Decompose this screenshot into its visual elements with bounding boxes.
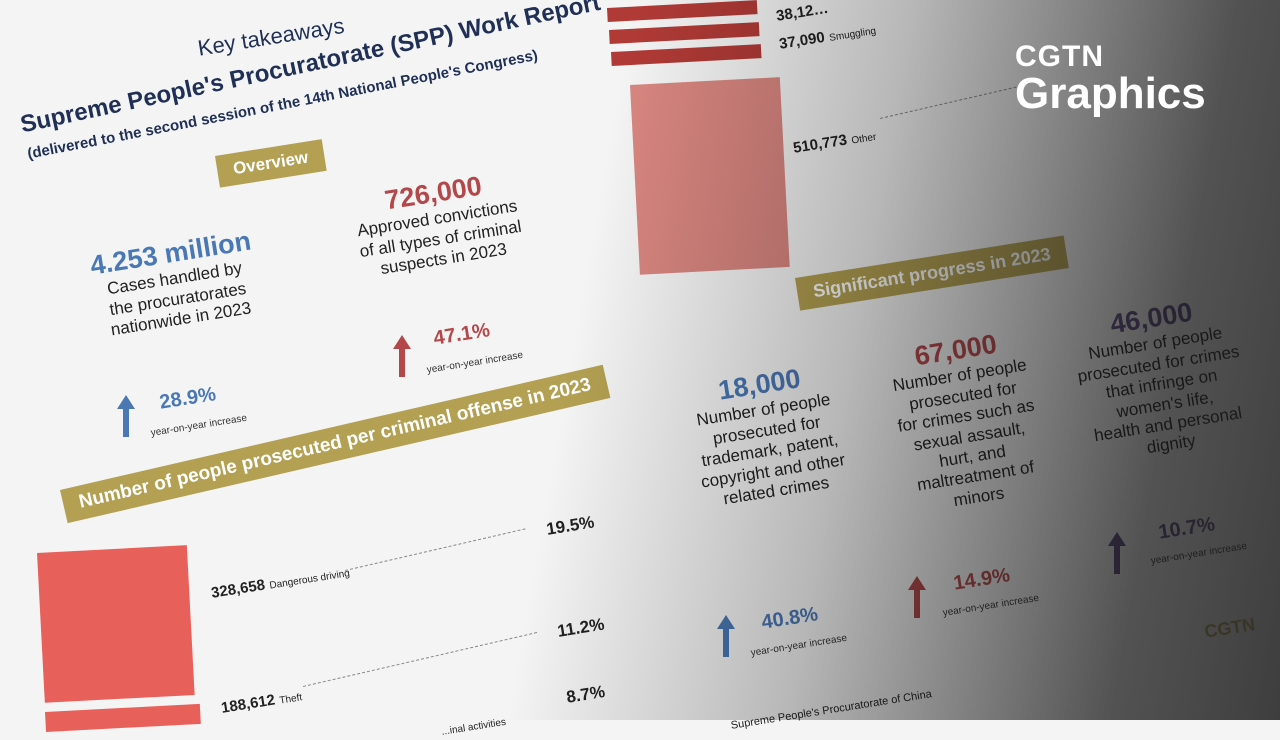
leader-line <box>303 632 538 687</box>
logo-line1: CGTN <box>1015 40 1104 73</box>
offense-label: 510,773 Other <box>792 127 877 158</box>
stat-change-label: year-on-year increase <box>750 632 848 659</box>
stat-minors: 67,000 Number of people prosecuted for f… <box>885 323 1049 518</box>
stat-cases: 4.253 million Cases handled by the procu… <box>88 225 263 343</box>
stat-change-label: year-on-year increase <box>942 592 1040 619</box>
offense-count: 37,090 <box>778 28 826 53</box>
logo-line2: Graphics <box>1015 69 1206 118</box>
offense-name: Dangerous driving <box>268 568 351 592</box>
bar-small <box>609 22 760 44</box>
leader-line <box>880 86 1017 119</box>
stat-change: 10.7% <box>1157 513 1217 544</box>
stat-change-label: year-on-year increase <box>426 349 524 376</box>
offense-count: 328,658 <box>210 576 267 602</box>
bar-other <box>630 77 790 275</box>
bar-small <box>611 44 762 66</box>
offense-count: 38,12… <box>775 0 830 25</box>
stat-change: 28.9% <box>158 383 218 414</box>
offense-label: 38,12… <box>775 0 830 26</box>
offense-label: 188,612 Theft <box>220 687 303 718</box>
offense-count: 510,773 <box>792 131 849 157</box>
cgtn-watermark: CGTN <box>1203 614 1257 642</box>
bar-theft <box>45 703 201 732</box>
cgtn-graphics-logo: CGTN Graphics <box>1015 42 1206 116</box>
offense-share: 19.5% <box>545 512 596 539</box>
offenses-banner: Number of people prosecuted per criminal… <box>60 364 611 524</box>
offense-label: ...inal activities <box>440 712 507 740</box>
stat-convictions: 726,000 Approved convictions of all type… <box>350 164 526 282</box>
overview-banner: Overview <box>215 139 327 188</box>
source-text: Supreme People's Procuratorate of China <box>730 688 933 732</box>
offense-count: 188,612 <box>220 691 277 717</box>
stat-change-label: year-on-year increase <box>150 412 248 439</box>
leader-line <box>345 528 526 571</box>
offense-share: 8.7% <box>565 681 607 707</box>
stat-change: 47.1% <box>432 319 492 350</box>
bar-dangerous-driving <box>37 545 195 703</box>
stat-change: 40.8% <box>760 603 820 634</box>
stat-change: 14.9% <box>952 564 1012 595</box>
offense-share: 11.2% <box>556 614 606 641</box>
offense-name: Other <box>850 131 878 147</box>
offense-label: 328,658 Dangerous driving <box>210 563 351 603</box>
offense-name: Theft <box>278 692 303 707</box>
stat-women: 46,000 Number of people prosecuted for c… <box>1068 289 1254 467</box>
progress-banner: Significant progress in 2023 <box>795 235 1069 311</box>
stat-ip: 18,000 Number of people prosecuted for t… <box>685 357 850 512</box>
stat-change-label: year-on-year increase <box>1150 540 1248 567</box>
bar-small <box>607 0 758 22</box>
offense-name: Smuggling <box>828 25 877 44</box>
offense-label: 37,090 Smuggling <box>778 21 877 54</box>
